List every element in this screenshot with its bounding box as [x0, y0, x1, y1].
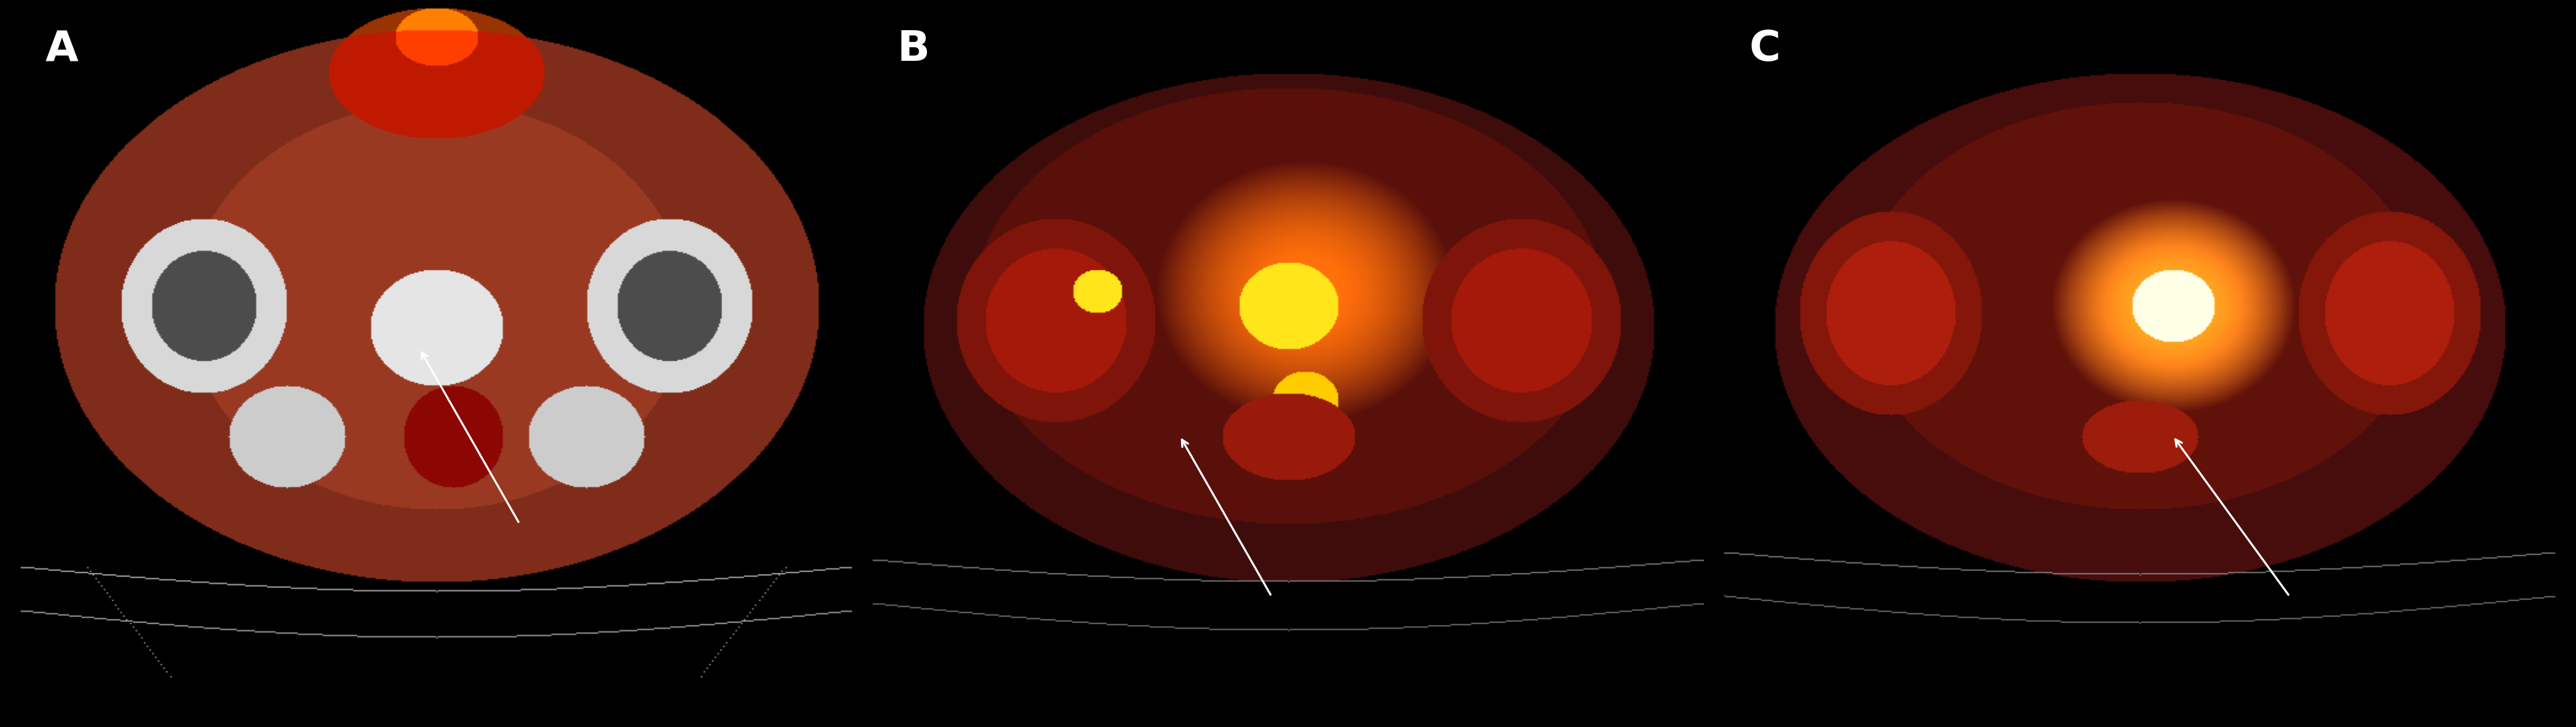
Text: C: C	[1749, 29, 1780, 70]
Text: B: B	[896, 29, 930, 70]
Text: A: A	[46, 29, 77, 70]
